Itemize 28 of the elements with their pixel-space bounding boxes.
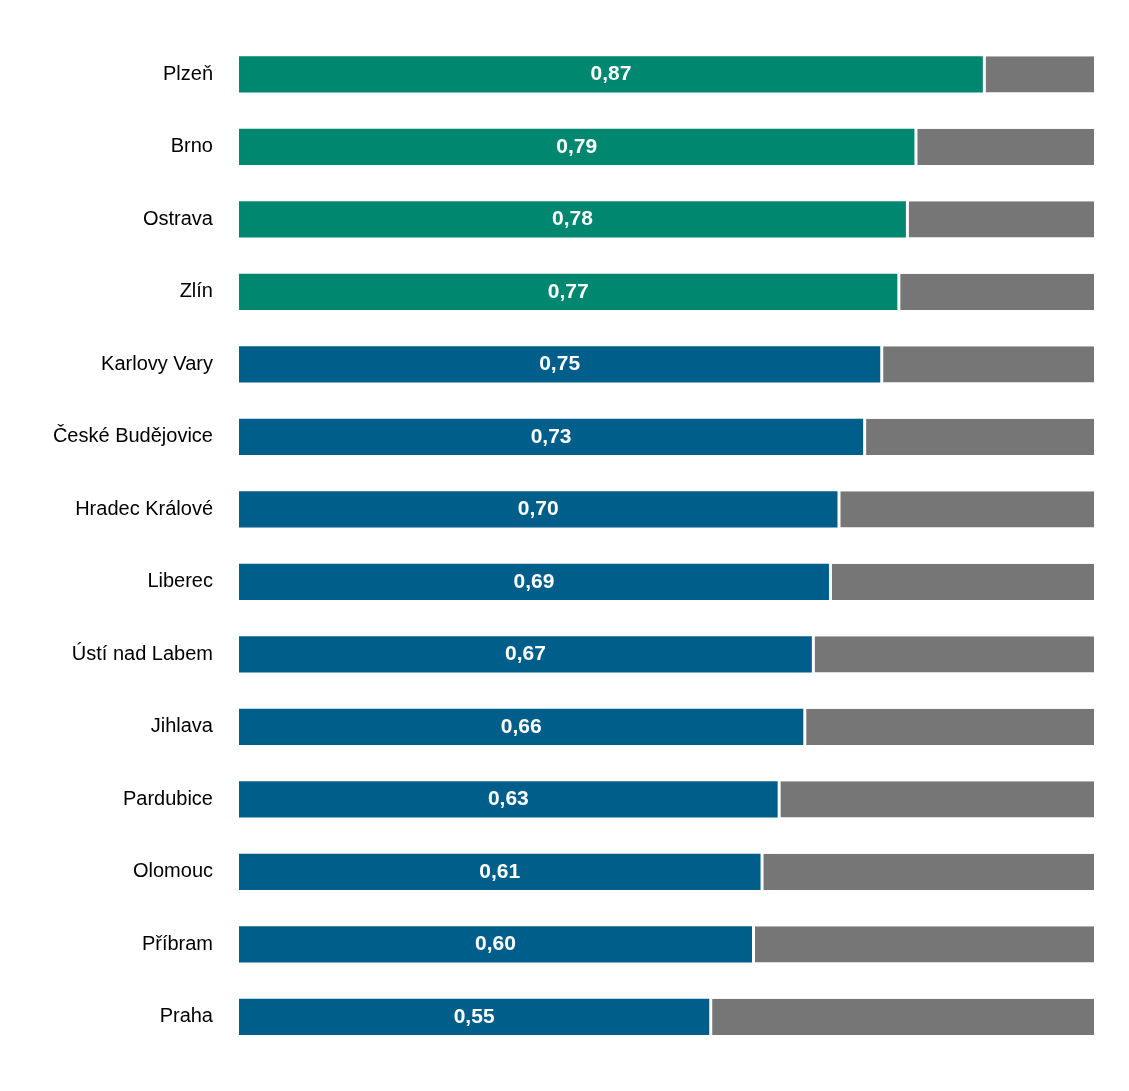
y-tick-label: Karlovy Vary: [101, 351, 213, 374]
y-tick-label: Olomouc: [132, 859, 213, 882]
data-label: 0,67: [504, 641, 546, 665]
data-label: 0,77: [547, 278, 589, 302]
data-label: 0,63: [487, 786, 529, 810]
data-label: 0,78: [552, 206, 594, 230]
data-label: 0,66: [500, 713, 542, 737]
data-label: 0,69: [513, 568, 555, 592]
y-tick-label: Ostrava: [142, 206, 214, 229]
y-tick-label: Jihlava: [150, 714, 214, 737]
data-label: 0,87: [590, 61, 632, 85]
y-tick-label: Praha: [159, 1004, 214, 1027]
data-label: 0,55: [453, 1003, 495, 1027]
data-label: 0,79: [556, 133, 598, 157]
data-label: 0,60: [475, 931, 516, 955]
y-tick-label: Hradec Králové: [75, 496, 213, 519]
data-label: 0,75: [539, 351, 581, 375]
y-tick-label: České Budějovice: [52, 424, 213, 447]
y-tick-label: Ústí nad Labem: [71, 641, 213, 664]
data-label: 0,73: [530, 423, 572, 447]
data-label: 0,61: [479, 858, 521, 882]
y-tick-label: Příbram: [141, 931, 213, 954]
y-tick-label: Pardubice: [122, 786, 213, 809]
y-tick-label: Zlín: [179, 279, 213, 302]
y-tick-label: Plzeň: [162, 61, 213, 84]
y-tick-label: Liberec: [147, 569, 213, 592]
data-label: 0,70: [517, 496, 559, 520]
y-tick-label: Brno: [170, 134, 213, 157]
